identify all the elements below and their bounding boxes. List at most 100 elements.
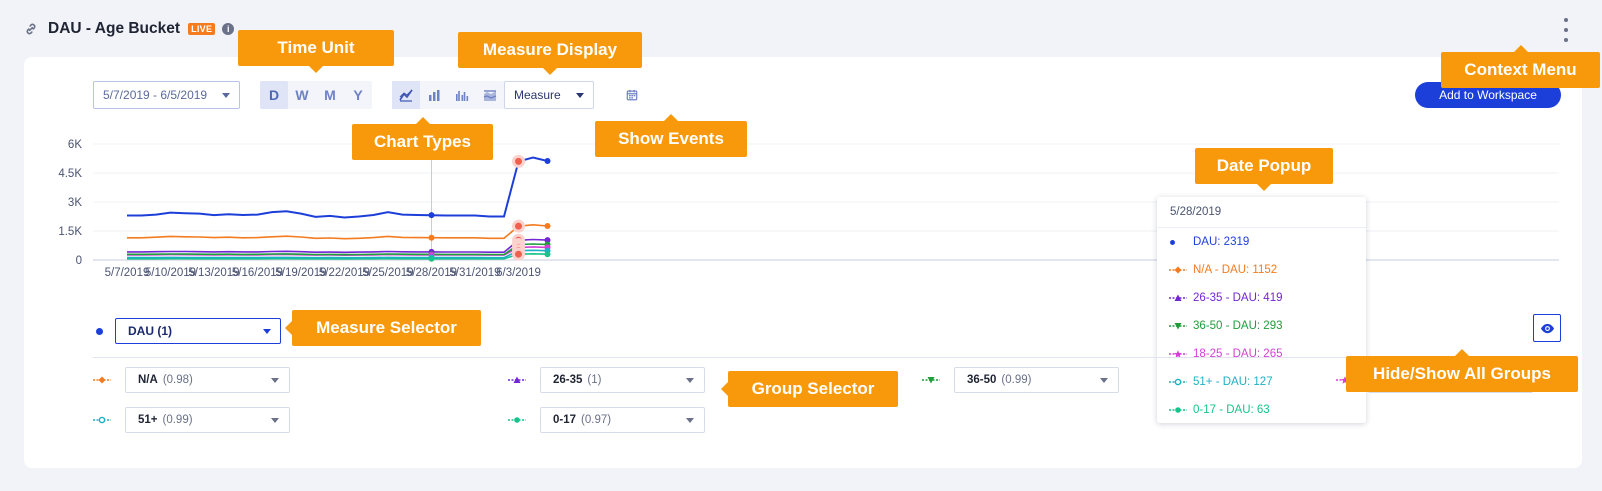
group-item: 26-35 (1) — [508, 367, 705, 393]
circle-marker-icon — [1169, 405, 1187, 415]
y-tick-label: 3K — [68, 197, 82, 209]
group-item: 51+ (0.99) — [93, 407, 290, 433]
triangle-up-marker-icon — [508, 375, 526, 385]
chart-type-selector — [392, 81, 504, 109]
chevron-down-icon — [271, 378, 279, 383]
group-selector[interactable]: 51+ (0.99) — [125, 407, 290, 433]
date-popup-row: 26-35 - DAU: 419 — [1157, 284, 1366, 312]
link-icon[interactable] — [24, 22, 38, 36]
circle-marker-icon — [1169, 239, 1187, 246]
series-line-n-a — [127, 223, 548, 240]
chevron-down-icon — [222, 93, 230, 98]
live-badge: LIVE — [188, 23, 216, 35]
circle-open-marker-icon — [93, 415, 111, 425]
group-item: 0-17 (0.97) — [508, 407, 705, 433]
date-popup-row: 0-17 - DAU: 63 — [1157, 396, 1366, 424]
circle-marker-icon — [508, 415, 526, 425]
time-unit-day[interactable]: D — [260, 81, 288, 109]
group-selector[interactable]: 0-17 (0.97) — [540, 407, 705, 433]
calendar-icon[interactable] — [618, 81, 646, 109]
group-name: 36-50 — [967, 374, 997, 386]
grouped-bar-chart-icon[interactable] — [448, 81, 476, 109]
callout-measure-selector: Measure Selector — [285, 310, 481, 346]
callout-time-unit: Time Unit — [238, 30, 394, 73]
series-line-26-35 — [127, 238, 548, 254]
hover-point — [428, 212, 435, 219]
line-chart-icon[interactable] — [392, 81, 420, 109]
date-popup-row-label: 0-17 - DAU: 63 — [1193, 404, 1270, 416]
x-tick-label: 5/13/2019 — [188, 267, 239, 279]
group-name: N/A — [138, 374, 158, 386]
diamond-marker-icon — [1169, 265, 1187, 275]
event-point — [512, 154, 525, 168]
date-popup-row-label: 26-35 - DAU: 419 — [1193, 292, 1283, 304]
date-popup-row: N/A - DAU: 1152 — [1157, 256, 1366, 284]
group-selector[interactable]: N/A (0.98) — [125, 367, 290, 393]
y-tick-label: 4.5K — [58, 168, 82, 180]
x-tick-label: 5/22/2019 — [319, 267, 370, 279]
kebab-menu-icon[interactable] — [1560, 18, 1572, 42]
chevron-down-icon — [686, 378, 694, 383]
widget-title: DAU - Age Bucket — [48, 20, 181, 37]
group-count: (0.97) — [581, 414, 612, 426]
measure-display-dropdown[interactable]: Measure — [504, 81, 594, 109]
end-point — [544, 158, 551, 165]
chevron-down-icon — [271, 418, 279, 423]
bar-chart-icon[interactable] — [420, 81, 448, 109]
triangle-up-marker-icon — [1169, 293, 1187, 303]
x-tick-label: 5/10/2019 — [145, 267, 196, 279]
end-point — [544, 237, 551, 244]
end-point — [544, 222, 551, 229]
time-unit-week[interactable]: W — [295, 87, 309, 103]
group-name: 26-35 — [553, 374, 583, 386]
group-count: (0.98) — [162, 374, 193, 386]
group-selector[interactable]: 26-35 (1) — [540, 367, 705, 393]
date-popup-row: 36-50 - DAU: 293 — [1157, 312, 1366, 340]
series-line-dau — [127, 156, 548, 219]
group-count: (1) — [587, 374, 602, 386]
x-tick-label: 6/3/2019 — [496, 267, 541, 279]
time-unit-year[interactable]: Y — [353, 87, 363, 103]
date-popup-date: 5/28/2019 — [1157, 197, 1366, 228]
chevron-down-icon — [263, 329, 271, 334]
measure-selector-value: DAU (1) — [128, 324, 172, 338]
event-point — [512, 247, 525, 261]
area-chart-icon[interactable] — [476, 81, 504, 109]
widget-header: DAU - Age Bucket LIVE i — [24, 16, 235, 42]
hover-point — [428, 255, 435, 262]
x-tick-label: 5/16/2019 — [232, 267, 283, 279]
callout-show-events: Show Events — [595, 114, 747, 157]
y-tick-label: 0 — [76, 255, 82, 267]
group-selector[interactable]: 36-50 (0.99) — [954, 367, 1119, 393]
divider — [93, 357, 1561, 358]
group-count: (0.99) — [1001, 374, 1032, 386]
group-item: 36-50 (0.99) — [922, 367, 1119, 393]
chevron-down-icon — [686, 418, 694, 423]
y-tick-label: 1.5K — [58, 226, 82, 238]
date-popup-row-label: 36-50 - DAU: 293 — [1193, 320, 1283, 332]
event-point — [512, 219, 525, 233]
date-range-picker[interactable]: 5/7/2019 - 6/5/2019 — [93, 81, 240, 109]
measure-color-dot — [96, 327, 103, 335]
date-popup-row: 51+ - DAU: 127 — [1157, 368, 1366, 396]
eye-icon[interactable] — [1533, 314, 1561, 342]
callout-date-popup: Date Popup — [1195, 148, 1333, 191]
series-line-0-17 — [127, 252, 548, 260]
info-icon[interactable]: i — [222, 23, 235, 35]
x-tick-label: 5/7/2019 — [105, 267, 150, 279]
measure-row: DAU (1) — [96, 318, 281, 344]
triangle-down-marker-icon — [922, 375, 940, 385]
diamond-marker-icon — [93, 375, 111, 385]
date-popup-row-label: 51+ - DAU: 127 — [1193, 376, 1273, 388]
hover-point — [428, 234, 435, 241]
date-popup-row-label: N/A - DAU: 1152 — [1193, 264, 1278, 276]
group-item: N/A (0.98) — [93, 367, 290, 393]
chevron-down-icon — [576, 93, 584, 98]
circle-open-marker-icon — [1169, 377, 1187, 387]
chevron-down-icon — [1100, 378, 1108, 383]
time-unit-month[interactable]: M — [324, 87, 336, 103]
measure-selector[interactable]: DAU (1) — [115, 318, 281, 344]
callout-group-selector: Group Selector — [721, 371, 898, 407]
x-tick-label: 5/19/2019 — [275, 267, 326, 279]
date-popup-row-label: 18-25 - DAU: 265 — [1193, 348, 1283, 360]
